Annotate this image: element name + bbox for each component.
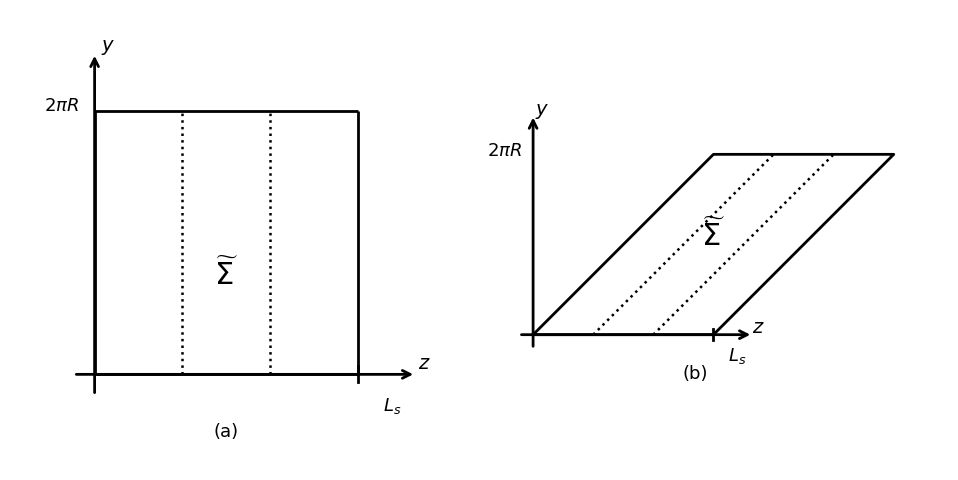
Text: $\widetilde{\Sigma}$: $\widetilde{\Sigma}$: [215, 258, 239, 291]
Text: $L_s$: $L_s$: [383, 396, 401, 416]
Text: $2\pi R$: $2\pi R$: [488, 142, 522, 160]
Text: $y$: $y$: [535, 102, 549, 120]
Text: $y$: $y$: [101, 38, 115, 57]
Text: $z$: $z$: [752, 318, 764, 337]
Text: (b): (b): [683, 365, 708, 384]
Text: (a): (a): [214, 423, 239, 441]
Text: $2\pi R$: $2\pi R$: [44, 96, 79, 115]
Text: $z$: $z$: [418, 354, 430, 373]
Text: $L_s$: $L_s$: [728, 346, 746, 366]
Text: $\widetilde{\Sigma}$: $\widetilde{\Sigma}$: [701, 219, 725, 252]
